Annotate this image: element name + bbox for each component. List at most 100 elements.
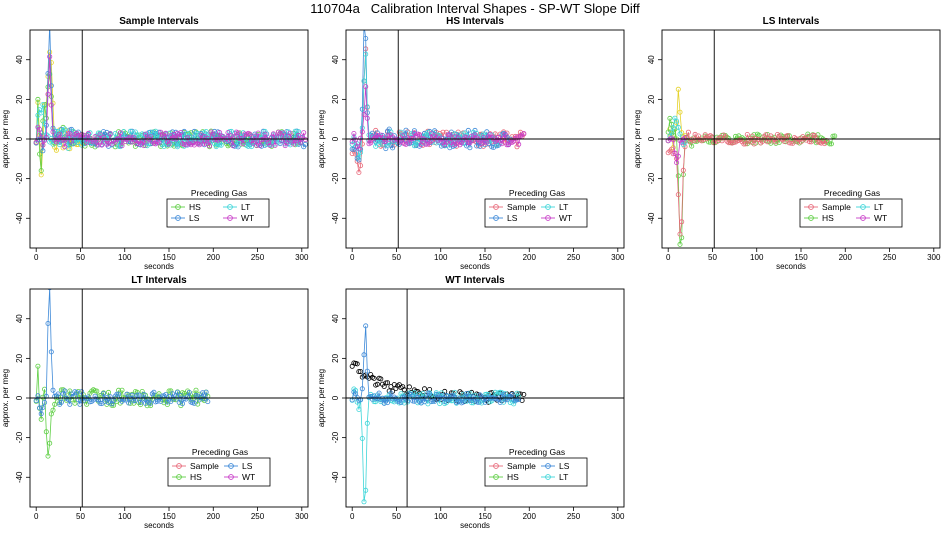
data-point	[301, 130, 307, 136]
x-tick-label: 0	[666, 253, 671, 262]
data-point	[675, 124, 681, 130]
series-line	[351, 48, 525, 173]
data-point	[99, 142, 105, 148]
series-hs	[33, 71, 303, 174]
data-point	[40, 142, 46, 148]
legend-entry-sample: Sample	[172, 461, 219, 471]
data-point	[38, 411, 44, 417]
x-tick-label: 200	[207, 253, 221, 262]
data-point	[302, 141, 308, 147]
svg-text:LS: LS	[189, 213, 200, 223]
data-point	[136, 132, 142, 138]
data-point	[136, 392, 142, 398]
x-tick-label: 100	[118, 253, 132, 262]
data-point	[171, 131, 177, 137]
data-point	[163, 130, 169, 136]
data-point	[381, 400, 387, 406]
data-point	[827, 141, 833, 147]
x-tick-label: 0	[350, 512, 355, 521]
data-point	[408, 392, 414, 398]
data-point	[262, 131, 268, 137]
data-point	[75, 397, 81, 403]
data-point	[467, 390, 473, 396]
data-point	[166, 388, 172, 394]
y-tick-label: 40	[647, 55, 656, 64]
data-point	[452, 131, 458, 137]
data-point	[43, 429, 49, 435]
panel-hs-intervals: HS Intervals 0 50 100 150 200 250 300 -40 -20 0 20 4…	[316, 12, 628, 276]
legend-entry-ls: LS	[171, 213, 200, 223]
data-point	[773, 139, 779, 145]
data-point	[228, 133, 234, 139]
data-point	[85, 130, 91, 136]
x-tick-label: 300	[295, 253, 309, 262]
data-point	[362, 23, 366, 27]
x-tick-label: 100	[434, 512, 448, 521]
data-point	[45, 453, 51, 459]
data-point	[670, 125, 676, 131]
data-point	[210, 131, 216, 137]
svg-text:LT: LT	[559, 472, 568, 482]
data-point	[94, 139, 100, 145]
x-tick-label: 250	[883, 253, 897, 262]
svg-text:LT: LT	[559, 202, 568, 212]
data-point	[74, 390, 80, 396]
legend-title: Preceding Gas	[824, 188, 880, 198]
data-point	[284, 140, 290, 146]
data-point	[677, 241, 683, 247]
data-point	[458, 131, 464, 137]
data-point	[497, 399, 503, 405]
data-point	[45, 71, 51, 77]
data-point	[47, 54, 53, 60]
data-point	[460, 399, 466, 405]
x-axis-label: seconds	[776, 262, 806, 271]
legend-entry-wt: WT	[541, 213, 572, 223]
data-point	[112, 139, 118, 145]
data-point	[297, 140, 303, 146]
data-point	[363, 323, 369, 329]
data-point	[92, 134, 98, 140]
data-point	[385, 380, 391, 386]
x-tick-label: 50	[76, 512, 85, 521]
legend-title: Preceding Gas	[191, 188, 247, 198]
data-point	[464, 135, 470, 141]
data-point	[35, 96, 41, 102]
data-point	[240, 141, 246, 147]
data-point	[185, 135, 191, 141]
svg-text:Sample: Sample	[507, 202, 536, 212]
data-point	[440, 129, 446, 135]
data-point	[196, 142, 202, 148]
data-point	[178, 130, 184, 136]
data-point	[296, 129, 302, 135]
data-point	[754, 137, 760, 143]
x-tick-label: 50	[392, 512, 401, 521]
data-point	[830, 133, 836, 139]
data-point	[79, 142, 85, 148]
data-point	[417, 132, 423, 138]
legend: Preceding Gas Sample LS HS WT	[167, 447, 271, 487]
data-point	[302, 137, 308, 143]
data-point	[65, 131, 71, 137]
y-tick-label: -40	[331, 212, 340, 224]
data-point	[37, 151, 43, 157]
data-point	[823, 138, 829, 144]
data-point	[65, 397, 71, 403]
data-point	[230, 143, 236, 149]
data-point	[722, 134, 728, 140]
data-point	[356, 369, 362, 375]
data-point	[670, 137, 676, 143]
data-point	[47, 440, 53, 446]
panel-sample-intervals: Sample Intervals 0 50 100 150 200 250 300 -40 -20…	[0, 12, 312, 276]
data-point	[480, 135, 486, 141]
data-point	[141, 143, 147, 149]
data-point	[95, 142, 101, 148]
data-point	[232, 134, 238, 140]
data-point	[37, 127, 43, 133]
data-point	[785, 133, 791, 139]
x-tick-label: 300	[611, 253, 625, 262]
y-axis-label: approx. per meg	[317, 369, 326, 427]
data-point	[55, 129, 61, 135]
x-tick-label: 200	[207, 512, 221, 521]
data-point	[62, 144, 68, 150]
data-point	[148, 400, 154, 406]
